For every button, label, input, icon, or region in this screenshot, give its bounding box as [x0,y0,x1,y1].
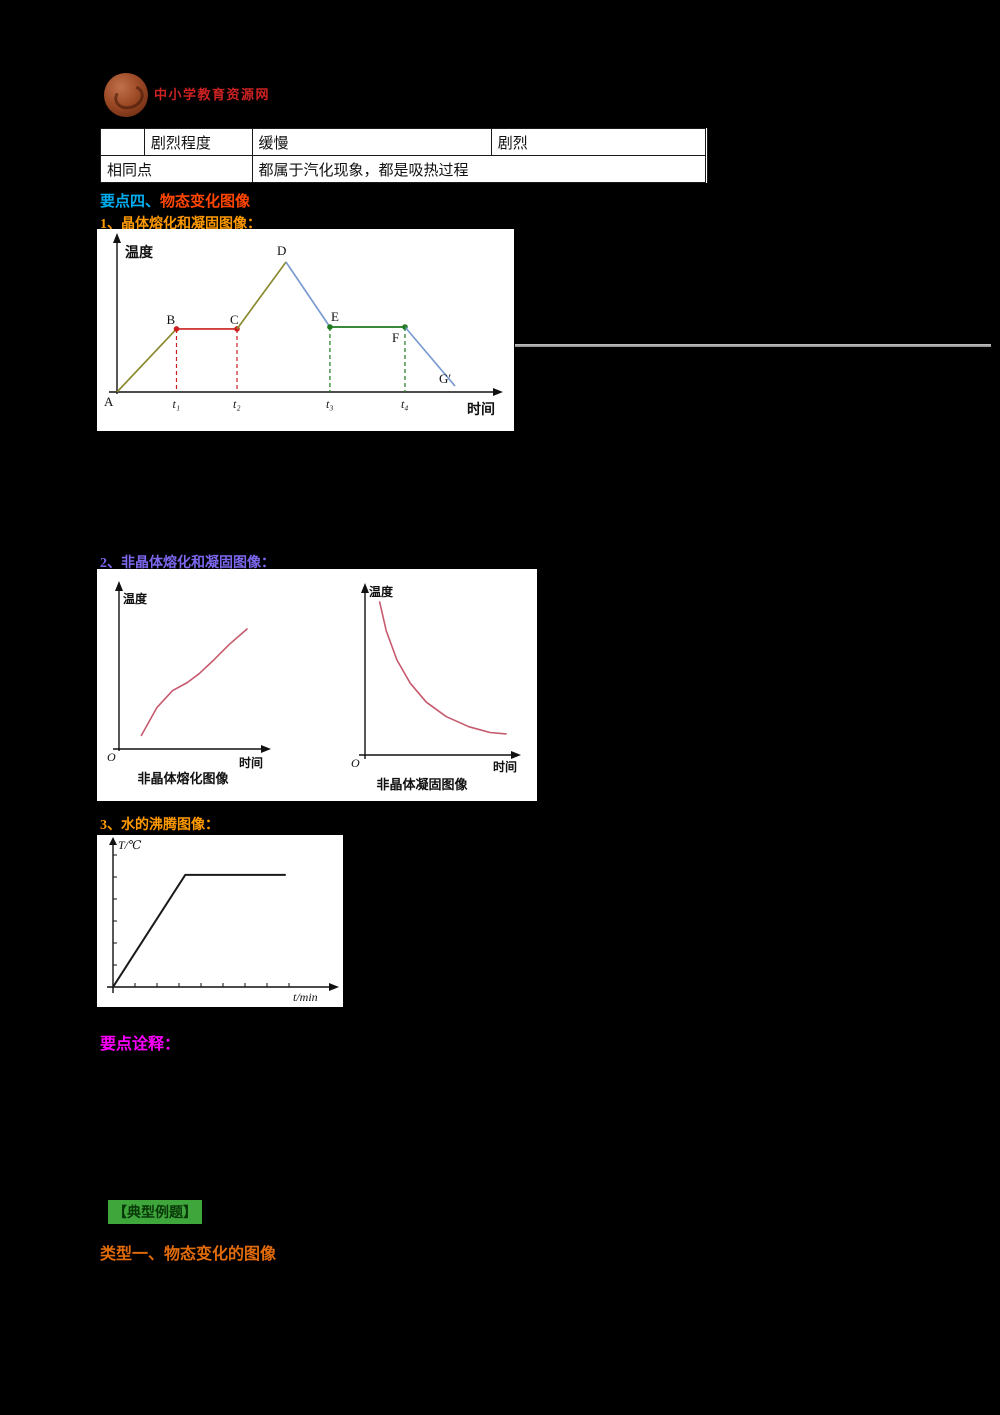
table-cell: 都属于汽化现象，都是吸热过程 [251,155,709,183]
curve-group [378,601,507,735]
origin-label: O [351,756,360,770]
svg-text:F: F [392,330,399,345]
y-axis-label: 温度 [125,244,154,261]
y-axis-arrow-icon [113,233,121,243]
table-cell: 剧烈程度 [143,128,253,156]
origin-label: O [107,750,116,764]
sub-heading-crystal: 1、晶体熔化和凝固图像： [100,217,261,232]
chart-caption: 非晶体熔化图像 [137,771,229,786]
svg-text:G′: G′ [439,371,451,386]
x-axis-label: t/min [293,990,318,1004]
table-row: 相同点 都属于汽化现象，都是吸热过程 [100,155,709,183]
x-axis-label: 时间 [239,755,263,770]
svg-text:t₄: t₄ [401,397,409,411]
x-axis-arrow-icon [261,745,271,753]
svg-text:B: B [166,312,175,327]
type1-heading: 类型一、物态变化的图像 [100,1246,277,1263]
y-axis-arrow-icon [109,837,117,845]
section-heading-topic: 要点四、物态变化图像 [100,190,250,211]
x-axis-arrow-icon [493,388,503,396]
horizontal-divider [515,344,991,347]
amorphous-charts: 温度 O 时间 非晶体熔化图像 温度 O 时间 非晶体凝固图像 [107,581,521,792]
comparison-table: 剧烈程度 缓慢 剧烈 相同点 都属于汽化现象，都是吸热过程 [100,128,709,183]
y-axis-label: T/℃ [118,838,142,852]
chart-panel-crystal: 温度 时间 t₁ t₂ t₃ t₄ A B C D E F G′ [97,229,514,431]
notes-heading: 要点诠释： [100,1036,181,1053]
x-axis-arrow-icon [511,751,521,759]
table-cell: 剧烈 [490,128,709,156]
curve-group [140,628,248,737]
examples-heading: 【典型例题】 [108,1200,202,1224]
svg-text:D: D [277,243,286,258]
crystal-melting-chart: 温度 时间 t₁ t₂ t₃ t₄ A B C D E F G′ [104,233,503,418]
curve-group: t₁ t₂ t₃ t₄ A B C D E F G′ [104,243,456,411]
svg-text:t₁: t₁ [172,397,180,411]
y-axis-arrow-icon [115,581,123,591]
svg-text:t₃: t₃ [326,397,334,411]
logo-text: 中小学教育资源网 [154,87,271,102]
curve-group [112,873,286,988]
chart-panel-amorphous: 温度 O 时间 非晶体熔化图像 温度 O 时间 非晶体凝固图像 [97,569,537,801]
x-axis-arrow-icon [329,983,339,991]
axis-ticks [113,854,290,987]
y-axis-label: 温度 [123,591,148,606]
x-axis-label: 时间 [467,401,495,418]
table-cell: 相同点 [100,155,253,183]
chart-panel-boiling: T/℃ t/min [97,835,343,1007]
logo-icon [104,73,148,117]
y-axis-arrow-icon [361,583,369,593]
table-row: 剧烈程度 缓慢 剧烈 [100,128,709,156]
chart-caption: 非晶体凝固图像 [376,777,468,792]
svg-text:E: E [331,309,339,324]
table-cell: 缓慢 [251,128,492,156]
x-axis-label: 时间 [493,759,517,774]
topic-number: 要点四、 [100,194,161,210]
table-cell [100,128,145,156]
y-axis-label: 温度 [369,584,394,599]
sub-heading-boiling: 3、水的沸腾图像： [100,818,219,833]
svg-text:t₂: t₂ [233,397,241,411]
topic-title: 物态变化图像 [160,194,251,210]
svg-text:A: A [104,394,114,409]
sub-heading-amorphous: 2、非晶体熔化和凝固图像： [100,556,275,571]
svg-text:C: C [230,312,239,327]
boiling-chart: T/℃ t/min [107,837,339,1004]
